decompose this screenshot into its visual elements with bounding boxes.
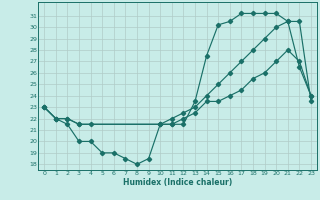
X-axis label: Humidex (Indice chaleur): Humidex (Indice chaleur) (123, 178, 232, 187)
